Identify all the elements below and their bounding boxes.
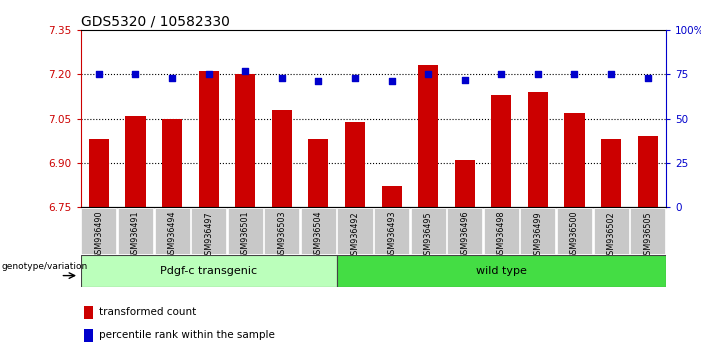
Point (606, 72, 617, 77)
Text: GSM936498: GSM936498 (497, 211, 506, 259)
Text: GSM936499: GSM936499 (533, 211, 543, 259)
Bar (337, 208, 372, 254)
Text: GSM936501: GSM936501 (240, 211, 250, 259)
Text: GSM936495: GSM936495 (423, 211, 433, 259)
Point (313, 79, 324, 84)
Bar (484, 208, 519, 254)
Bar (630, 208, 665, 254)
Bar (89, 139, 109, 207)
Point (496, 72, 507, 77)
Bar (564, 113, 585, 207)
Bar (520, 208, 555, 254)
Bar (272, 110, 292, 207)
Bar (264, 208, 299, 254)
Text: wild type: wild type (476, 266, 526, 276)
Point (642, 75, 653, 81)
Bar (308, 139, 329, 207)
Bar (125, 116, 146, 207)
Bar (301, 208, 336, 254)
Point (166, 75, 177, 81)
Text: GSM936502: GSM936502 (606, 211, 615, 259)
Point (459, 77, 470, 82)
Text: transformed count: transformed count (99, 307, 196, 318)
Bar (154, 208, 190, 254)
Point (276, 75, 287, 81)
Text: GSM936500: GSM936500 (570, 211, 579, 259)
Point (386, 79, 397, 84)
Text: GDS5320 / 10582330: GDS5320 / 10582330 (81, 15, 229, 29)
Text: GSM936497: GSM936497 (204, 211, 213, 259)
Bar (491, 95, 512, 207)
Bar (336, 255, 666, 287)
Text: Pdgf-c transgenic: Pdgf-c transgenic (160, 266, 257, 276)
Text: percentile rank within the sample: percentile rank within the sample (99, 330, 275, 341)
Point (349, 75, 360, 81)
Text: GSM936492: GSM936492 (350, 211, 360, 259)
Bar (235, 74, 255, 207)
Bar (228, 208, 263, 254)
Bar (601, 139, 621, 207)
Point (569, 72, 580, 77)
Bar (118, 208, 153, 254)
Text: GSM936504: GSM936504 (314, 211, 323, 259)
Text: GSM936491: GSM936491 (131, 211, 140, 259)
Bar (381, 187, 402, 207)
Bar (84, 329, 93, 342)
Text: GSM936505: GSM936505 (643, 211, 652, 259)
Point (93, 72, 104, 77)
Bar (455, 160, 475, 207)
Point (203, 72, 215, 77)
Text: GSM936503: GSM936503 (278, 211, 286, 259)
Bar (345, 121, 365, 207)
Bar (528, 92, 548, 207)
Point (532, 72, 543, 77)
Bar (81, 208, 116, 254)
Bar (198, 72, 219, 207)
Bar (447, 208, 482, 254)
Text: GSM936494: GSM936494 (168, 211, 177, 259)
Text: GSM936493: GSM936493 (387, 211, 396, 259)
Bar (557, 208, 592, 254)
Point (130, 72, 141, 77)
Bar (638, 136, 658, 207)
Text: genotype/variation: genotype/variation (1, 262, 88, 270)
Bar (374, 208, 409, 254)
Text: GSM936490: GSM936490 (95, 211, 104, 259)
Bar (594, 208, 629, 254)
Bar (162, 119, 182, 207)
Text: GSM936496: GSM936496 (461, 211, 469, 259)
Bar (411, 208, 446, 254)
Point (240, 68, 251, 74)
Bar (81, 255, 336, 287)
Bar (84, 306, 93, 319)
Bar (418, 65, 438, 207)
Point (423, 72, 434, 77)
Bar (191, 208, 226, 254)
